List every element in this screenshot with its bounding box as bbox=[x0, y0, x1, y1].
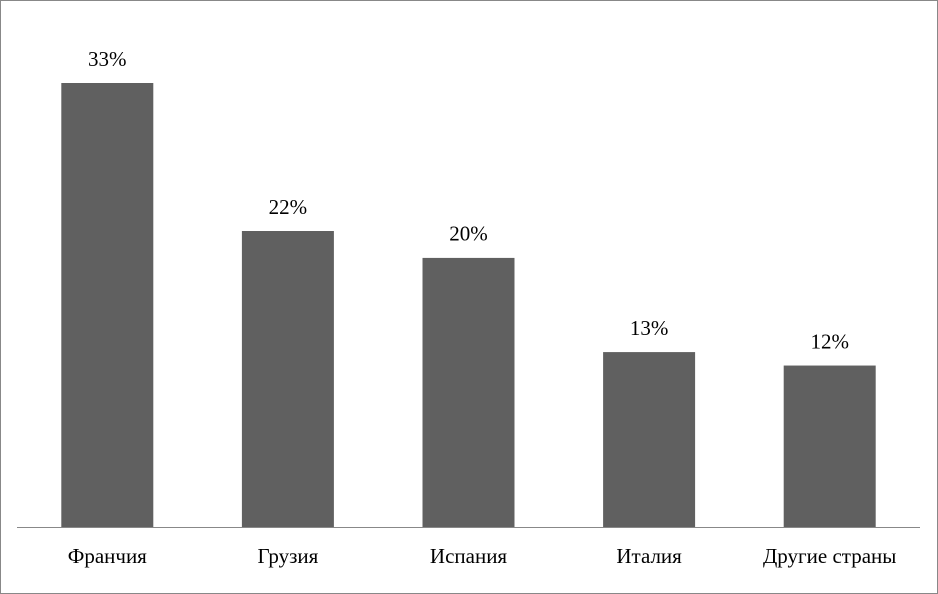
x-tick-label: Франчия bbox=[68, 544, 147, 568]
x-tick-label: Другие страны bbox=[763, 544, 896, 568]
value-label: 12% bbox=[810, 329, 849, 353]
x-tick-label: Грузия bbox=[258, 544, 319, 568]
bar bbox=[241, 231, 334, 527]
value-label: 13% bbox=[630, 316, 669, 340]
value-label: 22% bbox=[269, 195, 308, 219]
bar bbox=[61, 83, 154, 527]
x-tick-label: Италия bbox=[616, 544, 682, 568]
bar bbox=[603, 352, 696, 527]
value-label: 33% bbox=[88, 47, 127, 71]
x-tick-label: Испания bbox=[430, 544, 508, 568]
value-label: 20% bbox=[449, 222, 488, 246]
bar bbox=[422, 257, 515, 527]
bar bbox=[783, 365, 876, 527]
